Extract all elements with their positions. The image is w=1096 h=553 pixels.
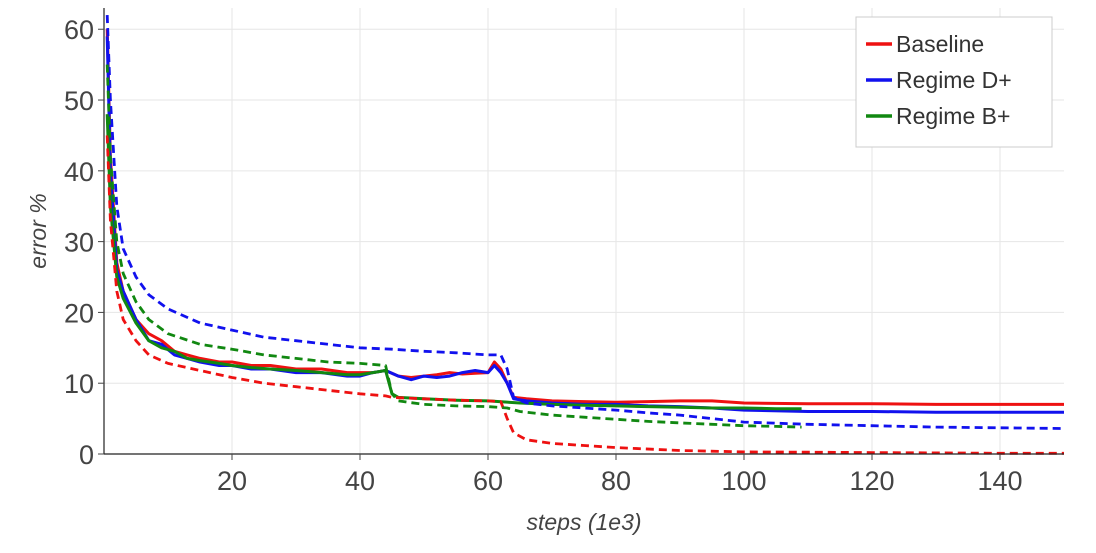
series-line-dashed-3 (105, 135, 1064, 455)
series-line-regime-b- (105, 114, 802, 411)
x-tick-label: 60 (473, 466, 503, 496)
y-tick-label: 50 (64, 86, 94, 116)
x-tick-label: 40 (345, 466, 375, 496)
y-tick-label: 40 (64, 157, 94, 187)
y-tick-label: 60 (64, 15, 94, 45)
y-tick-label: 20 (64, 298, 94, 328)
legend-box (855, 16, 1053, 148)
x-tick-label: 80 (601, 466, 631, 496)
y-tick-label: 0 (79, 440, 94, 470)
x-tick-label: 20 (217, 466, 247, 496)
series-lines (105, 15, 1065, 455)
legend: Baseline Regime D+ Regime B+ (855, 16, 1053, 148)
y-tick-label: 30 (64, 228, 94, 258)
legend-label: Regime D+ (896, 67, 1012, 93)
legend-label: Baseline (896, 31, 984, 57)
x-axis-title: steps (1e3) (526, 509, 641, 535)
x-tick-label: 100 (721, 466, 766, 496)
y-tick-label: 10 (64, 369, 94, 399)
axes: 20 40 60 80 100 120 140 0 10 20 30 40 50 60 steps (1e3… (25, 8, 1064, 535)
legend-label: Regime B+ (896, 103, 1010, 129)
x-tick-label: 140 (977, 466, 1022, 496)
series-line-dashed-4 (105, 15, 1065, 430)
y-axis-title: error % (25, 193, 51, 268)
x-tick-label: 120 (849, 466, 894, 496)
